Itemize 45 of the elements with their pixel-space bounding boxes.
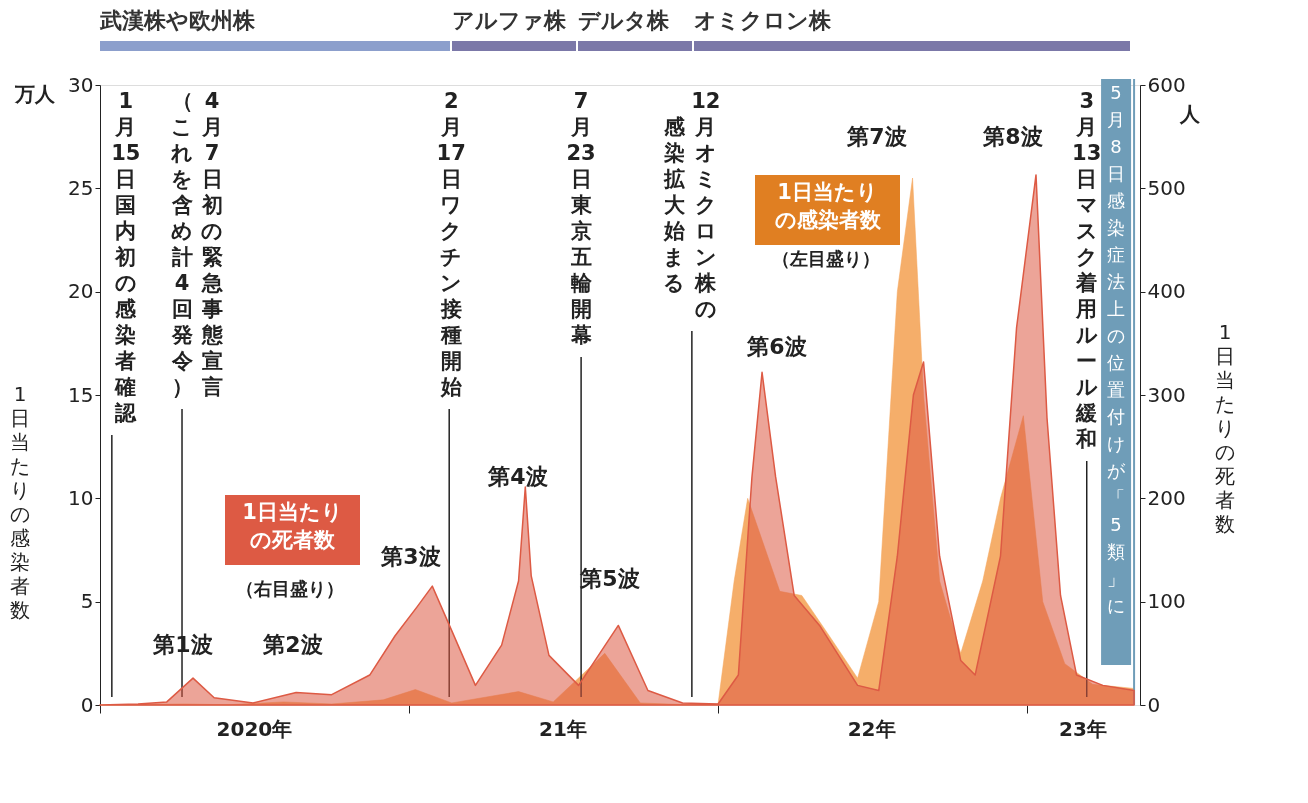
y-tick-label: 25 xyxy=(68,175,94,200)
y-tick-label: 0 xyxy=(80,692,94,717)
annotation: （左目盛り） xyxy=(772,248,880,269)
y-tick-label: 30 xyxy=(68,72,94,97)
y2-tick-label: 300 xyxy=(1147,382,1186,407)
text: デルタ株 xyxy=(578,8,670,33)
y2-tick-label: 600 xyxy=(1147,72,1186,97)
text: 1月15日国内初の感染者確認 xyxy=(111,89,141,425)
text: アルファ株 xyxy=(452,8,567,33)
annotation: 第7波 xyxy=(846,124,907,149)
x-tick-label: 2020年 xyxy=(216,716,293,741)
x-tick-label: 22年 xyxy=(847,716,896,741)
text: 3月13日マスク着用ルール緩和 xyxy=(1072,89,1102,451)
annotation: 第6波 xyxy=(746,334,807,359)
y-tick-label: 20 xyxy=(68,279,94,304)
text: 人 xyxy=(1179,102,1201,126)
y2-tick-label: 0 xyxy=(1147,692,1161,717)
y-tick-label: 5 xyxy=(80,589,94,614)
text: 武漢株や欧州株 xyxy=(99,8,256,33)
x-tick-label: 23年 xyxy=(1059,716,1107,741)
annotation: 第4波 xyxy=(487,464,548,489)
text: オミクロン株 xyxy=(694,8,832,33)
y2-tick-label: 500 xyxy=(1147,175,1186,200)
y-tick-label: 15 xyxy=(68,382,94,407)
annotation: 感染拡大始まる xyxy=(662,115,686,295)
text: （これを含め計4回発令） xyxy=(171,89,193,399)
text: 5月8日感染症法上の位置付けが「5類」に xyxy=(1107,82,1126,616)
y2-tick-label: 400 xyxy=(1147,279,1186,304)
annotation: 第3波 xyxy=(380,544,441,569)
text: 12月オミクロン株の xyxy=(691,89,721,321)
y2-tick-label: 200 xyxy=(1147,485,1186,510)
y2-tick-label: 100 xyxy=(1147,589,1186,614)
annotation: （右目盛り） xyxy=(236,578,344,599)
annotation: 第8波 xyxy=(982,124,1043,149)
annotation: 第2波 xyxy=(262,632,323,657)
text: 1日当たりの死者数 xyxy=(1215,320,1235,536)
text: 7月23日東京五輪開幕 xyxy=(566,89,596,347)
series-label: 1日当たりの感染者数 xyxy=(774,180,882,232)
text: 2月17日ワクチン接種開始 xyxy=(436,89,466,399)
y-tick-label: 10 xyxy=(68,485,94,510)
text: 4月7日初の緊急事態宣言 xyxy=(201,89,224,399)
text: 1日当たりの死者数 xyxy=(242,500,343,552)
text: 万人 xyxy=(14,82,56,106)
text: 1日当たりの感染者数 xyxy=(10,382,30,622)
x-tick-label: 21年 xyxy=(539,716,587,741)
